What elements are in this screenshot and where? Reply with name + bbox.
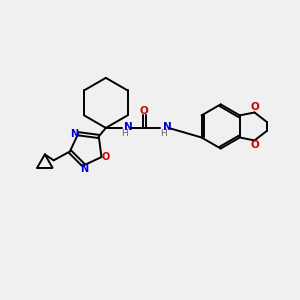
Text: H: H xyxy=(122,129,128,138)
Text: O: O xyxy=(250,140,259,150)
Text: N: N xyxy=(124,122,133,132)
Text: N: N xyxy=(163,122,171,132)
Text: N: N xyxy=(80,164,88,174)
Text: O: O xyxy=(250,103,259,112)
Text: H: H xyxy=(160,129,166,138)
Text: N: N xyxy=(70,129,78,139)
Text: O: O xyxy=(101,152,110,162)
Text: O: O xyxy=(139,106,148,116)
